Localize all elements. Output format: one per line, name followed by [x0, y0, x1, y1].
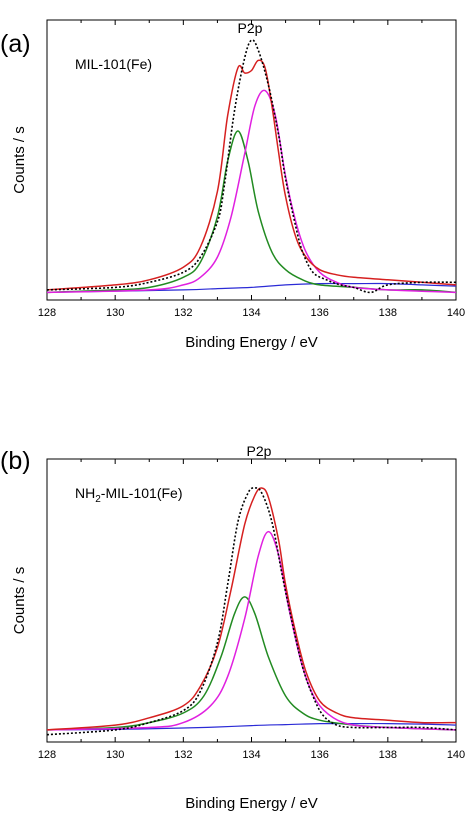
- x-tick-label: 136: [310, 307, 328, 319]
- x-tick-label: 128: [38, 307, 56, 319]
- sample-label-main: NH: [75, 485, 95, 501]
- series-line-background: [46, 722, 457, 731]
- panel-label: (a): [0, 30, 31, 58]
- panel-label: (b): [0, 447, 31, 475]
- series-line-fit-envelope: [46, 59, 457, 291]
- x-tick-label: 134: [242, 307, 260, 319]
- x-axis-label: Binding Energy / eV: [185, 334, 318, 351]
- x-tick-label: 136: [310, 749, 328, 761]
- x-tick-label: 130: [106, 749, 124, 761]
- y-axis-label: Counts / s: [11, 567, 28, 635]
- peak-label: P2p: [238, 20, 263, 36]
- x-tick-label: 140: [447, 749, 465, 761]
- sample-label-rest: -MIL-101(Fe): [101, 485, 183, 501]
- peak-label: P2p: [247, 443, 272, 459]
- y-axis-label: Counts / s: [11, 126, 28, 194]
- sample-label: MIL-101(Fe): [75, 56, 152, 72]
- x-tick-label: 128: [38, 749, 56, 761]
- x-tick-label: 132: [174, 307, 192, 319]
- series-line-component-high-be: [46, 530, 457, 731]
- series-line-component-low-be: [46, 130, 457, 294]
- x-tick-label: 130: [106, 307, 124, 319]
- sample-label: NH2-MIL-101(Fe): [75, 485, 182, 505]
- x-tick-label: 138: [379, 749, 397, 761]
- x-tick-label: 132: [174, 749, 192, 761]
- series-line-background: [46, 282, 457, 293]
- series-line-measured: [46, 487, 457, 736]
- sample-label-subscript: 2: [95, 494, 101, 505]
- series-line-measured: [46, 39, 457, 294]
- sample-label-main: MIL-101(Fe): [75, 56, 152, 72]
- series-line-component-low-be: [46, 596, 457, 731]
- x-tick-label: 134: [242, 749, 260, 761]
- x-tick-label: 138: [379, 307, 397, 319]
- x-tick-label: 140: [447, 307, 465, 319]
- x-axis-label: Binding Energy / eV: [185, 795, 318, 812]
- panel-b: 128 130 132 134 136 138 140 Binding Energy / eV…: [0, 443, 465, 812]
- series-line-component-high-be: [46, 89, 457, 294]
- series-line-fit-envelope: [46, 487, 457, 731]
- panel-a: 128 130 132 134 136 138 140 Binding Energy / eV…: [0, 19, 465, 351]
